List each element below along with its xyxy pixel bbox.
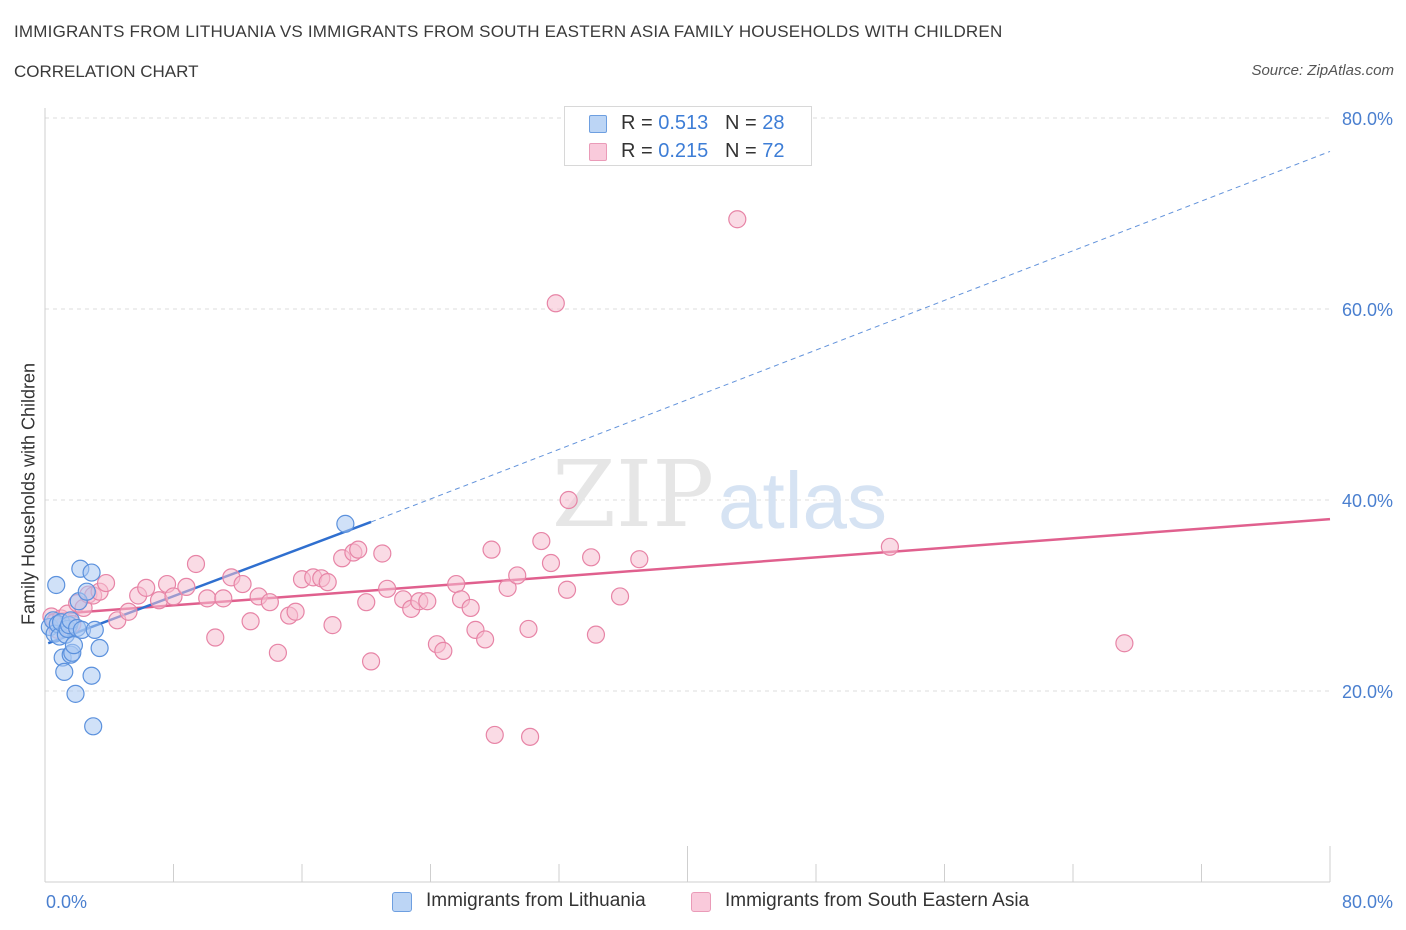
point-lithuania — [55, 662, 74, 682]
point-lithuania — [85, 620, 104, 639]
point-south-eastern-asia — [520, 727, 540, 746]
source-label: Source: ZipAtlas.com — [1251, 62, 1394, 79]
point-south-eastern-asia — [519, 619, 538, 639]
bottom-legend-swatch-blue — [392, 892, 412, 912]
point-lithuania — [90, 638, 109, 658]
point-south-eastern-asia — [1115, 634, 1134, 653]
point-lithuania — [77, 582, 96, 601]
point-south-eastern-asia — [880, 537, 899, 556]
point-south-eastern-asia — [286, 602, 305, 621]
point-south-eastern-asia — [349, 540, 368, 559]
point-south-eastern-asia — [137, 578, 156, 597]
point-lithuania — [66, 684, 85, 703]
bottom-legend-label-lithuania: Immigrants from Lithuania — [426, 890, 646, 911]
point-south-eastern-asia — [268, 643, 288, 662]
point-south-eastern-asia — [361, 652, 381, 671]
point-south-eastern-asia — [198, 589, 217, 608]
point-south-eastern-asia — [476, 630, 495, 649]
trend-line-lithuania — [47, 520, 372, 645]
grid-lines — [45, 117, 1330, 692]
point-south-eastern-asia — [532, 531, 551, 551]
point-south-eastern-asia — [214, 589, 233, 608]
y-tick-label: 20.0% — [1342, 682, 1393, 702]
point-south-eastern-asia — [461, 598, 480, 618]
point-lithuania — [84, 717, 103, 736]
trend-line-lithuania-extension — [370, 150, 1331, 523]
point-lithuania — [82, 563, 101, 582]
x-tick-label-min: 0.0% — [46, 892, 87, 912]
point-south-eastern-asia — [541, 553, 561, 573]
point-south-eastern-asia — [482, 540, 501, 559]
chart-title: IMMIGRANTS FROM LITHUANIA VS IMMIGRANTS … — [14, 22, 1003, 41]
point-lithuania — [47, 575, 66, 595]
point-south-eastern-asia — [418, 592, 437, 611]
point-south-eastern-asia — [434, 641, 453, 660]
point-south-eastern-asia — [610, 587, 630, 606]
point-south-eastern-asia — [378, 579, 397, 598]
y-axis-label: Family Households with Children — [18, 362, 39, 626]
legend-n-label: N = — [724, 140, 763, 162]
point-south-eastern-asia — [96, 573, 116, 593]
legend-r-label: R = — [621, 112, 659, 134]
x-tick-label-max: 80.0% — [1342, 892, 1393, 912]
point-south-eastern-asia — [323, 616, 342, 635]
y-tick-label: 60.0% — [1342, 300, 1393, 320]
point-south-eastern-asia — [728, 210, 747, 229]
point-south-eastern-asia — [508, 566, 527, 585]
point-south-eastern-asia — [546, 294, 565, 313]
point-south-eastern-asia — [559, 490, 578, 510]
point-south-eastern-asia — [164, 587, 183, 606]
legend-n-value: 28 — [762, 112, 785, 134]
axes — [44, 108, 1331, 883]
point-south-eastern-asia — [498, 578, 517, 597]
legend-r-value: 0.215 — [658, 140, 709, 162]
point-south-eastern-asia — [119, 602, 138, 621]
legend-n-value: 72 — [762, 140, 785, 162]
trend-lines — [47, 150, 1331, 645]
legend-n-label: N = — [724, 112, 763, 134]
tick-labels: 20.0% 40.0% 60.0% 80.0% 0.0% 80.0% — [46, 109, 1393, 912]
point-south-eastern-asia — [318, 573, 337, 592]
bottom-legend-label-sea: Immigrants from South Eastern Asia — [725, 890, 1030, 911]
point-south-eastern-asia — [630, 550, 649, 569]
watermark: ZIP atlas — [552, 441, 887, 548]
point-south-eastern-asia — [485, 725, 504, 745]
point-south-eastern-asia — [582, 548, 601, 567]
legend-text-lithuania: R = 0.513 N = 28 — [621, 112, 784, 135]
legend-r-value: 0.513 — [658, 112, 709, 134]
point-south-eastern-asia — [241, 612, 260, 631]
watermark-zip: ZIP — [552, 441, 714, 548]
point-south-eastern-asia — [373, 544, 392, 563]
point-south-eastern-asia — [260, 593, 279, 612]
watermark-atlas: atlas — [718, 456, 887, 545]
bottom-legend-swatch-pink — [691, 892, 711, 912]
point-lithuania — [82, 666, 101, 685]
y-tick-label: 40.0% — [1342, 491, 1393, 511]
point-south-eastern-asia — [357, 593, 376, 612]
point-south-eastern-asia — [233, 574, 252, 594]
point-south-eastern-asia — [586, 625, 606, 644]
data-points — [40, 210, 1134, 746]
correlation-legend: R = 0.513 N = 28 R = 0.215 N = 72 — [564, 106, 812, 166]
legend-text-sea: R = 0.215 N = 72 — [621, 140, 784, 163]
point-lithuania — [64, 636, 84, 655]
point-south-eastern-asia — [447, 574, 466, 594]
chart-subtitle: CORRELATION CHART — [14, 62, 199, 81]
legend-swatch-blue — [589, 115, 607, 133]
legend-swatch-pink — [589, 143, 607, 161]
point-south-eastern-asia — [186, 554, 206, 574]
legend-r-label: R = — [621, 140, 659, 162]
point-lithuania — [336, 514, 355, 533]
y-tick-label: 80.0% — [1342, 109, 1393, 129]
point-south-eastern-asia — [557, 580, 577, 599]
point-south-eastern-asia — [206, 628, 225, 647]
point-south-eastern-asia — [177, 577, 196, 597]
